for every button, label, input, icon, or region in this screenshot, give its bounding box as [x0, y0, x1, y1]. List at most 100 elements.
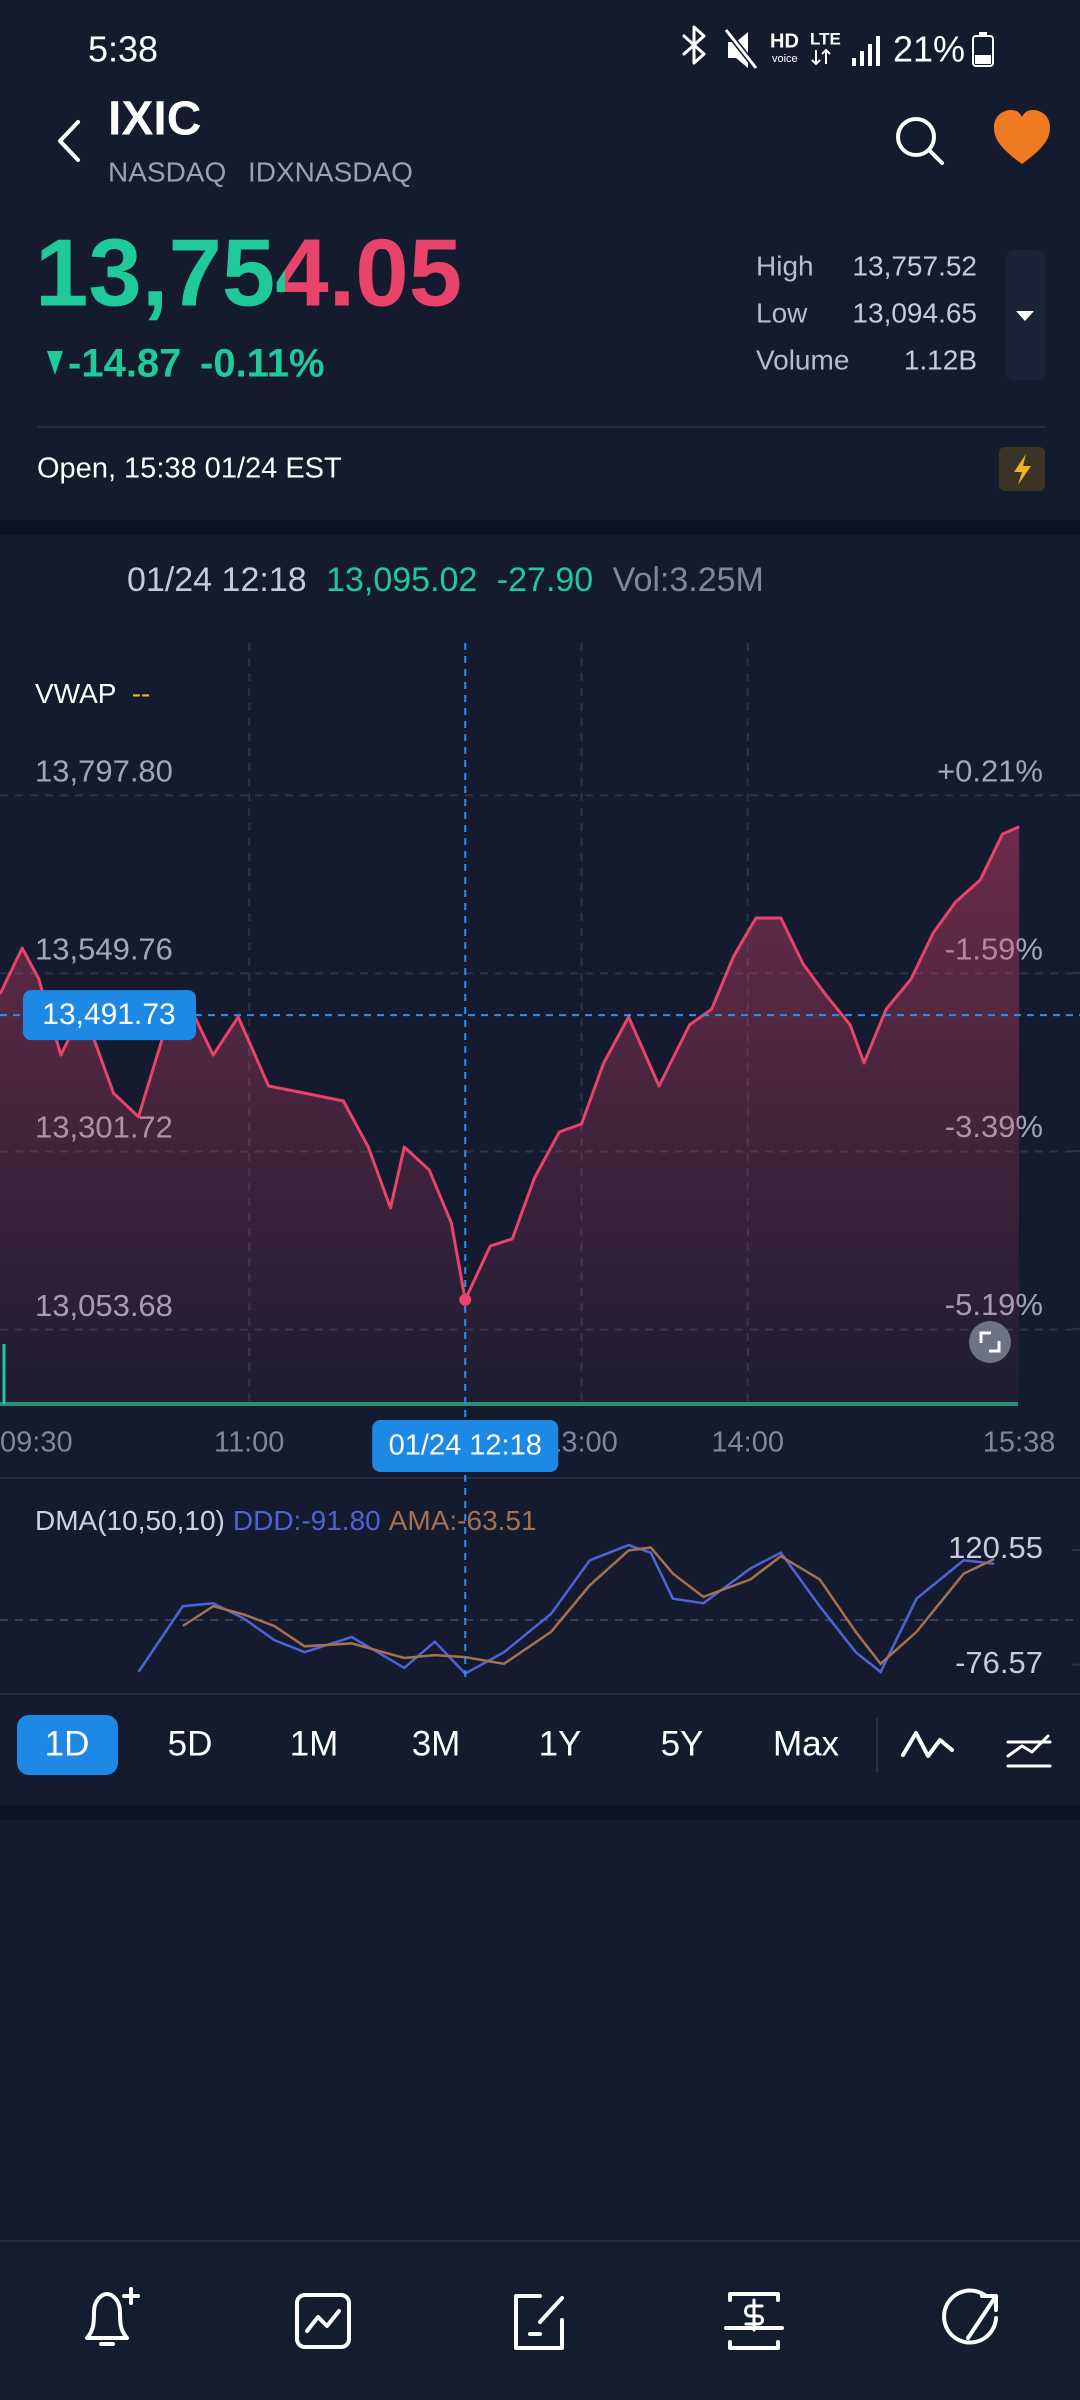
price-badge: [23, 990, 196, 1041]
y-tick-label: 13,797.80: [35, 754, 173, 789]
indicator-value: --: [132, 678, 151, 709]
plus-icon: [122, 2287, 140, 2305]
indicator-icon: [1006, 1734, 1052, 1768]
lte-label: LTE: [810, 29, 841, 48]
battery-cap: [979, 32, 987, 36]
fullscreen-icon: [979, 1331, 1001, 1353]
down-triangle: [47, 351, 63, 375]
chart-icon-line: [305, 2309, 341, 2333]
note-pen: [528, 2296, 564, 2336]
period-bar: [0, 1695, 1080, 1795]
chart-icon: [295, 2293, 351, 2349]
share-icon: [942, 2288, 998, 2345]
indicator-name: VWAP: [35, 678, 116, 709]
stat-value: 13,757.52: [852, 250, 977, 281]
crosshair-point: [459, 1293, 472, 1306]
crosshair-volume: Vol:3.25M: [613, 561, 764, 599]
battery-level: [975, 55, 991, 64]
indicator-label: VWAP --: [35, 678, 150, 709]
hd-label: HD: [770, 30, 799, 52]
period-tab[interactable]: 5D: [168, 1724, 213, 1763]
signal-bar: [868, 44, 872, 66]
y2-tick-label: +0.21%: [937, 753, 1043, 788]
alert-button[interactable]: [85, 2287, 140, 2346]
dropdown-arrow: [1016, 311, 1034, 321]
signal-bar: [860, 51, 864, 66]
period-tab[interactable]: 1Y: [539, 1724, 582, 1763]
indicator-line: [137, 1543, 995, 1676]
watchlist-heart[interactable]: [994, 110, 1050, 164]
crosshair: 13,491.73 01/24 12:18: [0, 643, 1080, 1683]
time-badge-label: 01/24 12:18: [389, 1430, 542, 1462]
search-handle: [927, 148, 944, 165]
y-tick-label: 13,549.76: [35, 932, 173, 967]
period-tab[interactable]: 5Y: [661, 1724, 704, 1763]
share-arrow: [966, 2294, 998, 2340]
stat-value: 1.12B: [904, 344, 977, 375]
crosshair-price: 13,095.02: [326, 561, 477, 599]
indicator-title: DMA(10,50,10): [35, 1505, 225, 1536]
crosshair-change: -27.90: [497, 561, 593, 599]
indicator-button[interactable]: [1006, 1734, 1052, 1768]
indicator-line: [182, 1546, 995, 1666]
y-tick-label: -76.57: [955, 1645, 1043, 1680]
change: -14.87: [68, 342, 181, 386]
status-icons: HD voice LTE 21%: [682, 25, 994, 70]
x-tick-label: 14:00: [711, 1427, 784, 1459]
lightning-icon: [1014, 454, 1031, 485]
mute-slash: [724, 29, 758, 69]
period-tab[interactable]: 1D: [45, 1724, 90, 1763]
x-tick-label: 15:38: [983, 1427, 1056, 1459]
fullscreen-button[interactable]: [969, 1321, 1011, 1363]
stat-label: Volume: [756, 344, 849, 375]
back-button[interactable]: [58, 120, 80, 162]
legend-entry: AMA:-63.51: [389, 1505, 537, 1536]
period-tab[interactable]: 1M: [290, 1724, 339, 1763]
trade-button[interactable]: [724, 2292, 784, 2350]
stat-label: High: [756, 250, 814, 281]
share-button[interactable]: [942, 2288, 998, 2345]
change-percent: -0.11%: [200, 342, 325, 386]
search-button[interactable]: [896, 117, 944, 165]
period-tab[interactable]: 3M: [412, 1724, 461, 1763]
note-button[interactable]: [514, 2294, 564, 2350]
note-icon: [514, 2294, 564, 2350]
legend-entry: DDD:-91.80: [233, 1505, 381, 1536]
battery-percent: 21%: [893, 29, 965, 70]
voice-label: voice: [772, 53, 798, 65]
dma-chart: DMA(10,50,10) DDD:-91.80 AMA:-63.51 120.55 -…: [35, 1505, 1080, 1680]
x-tick-label: 09:30: [0, 1427, 73, 1459]
section-band: [0, 1805, 1080, 1820]
period-tab[interactable]: Max: [773, 1724, 840, 1763]
signal-bar: [876, 36, 880, 66]
crosshair-time: 01/24 12:18: [127, 561, 307, 599]
indicator-legend: DMA(10,50,10) DDD:-91.80 AMA:-63.51: [35, 1505, 537, 1536]
price-badge-label: 13,491.73: [42, 998, 175, 1031]
chart-type-button[interactable]: [901, 1731, 954, 1758]
exchange: NASDAQ: [108, 156, 226, 187]
signal-bar: [852, 58, 856, 66]
price-area: [0, 826, 1020, 1404]
y-tick-label: 120.55: [948, 1530, 1043, 1565]
dollar-icon: [744, 2298, 764, 2332]
stat-value: 13,094.65: [852, 297, 977, 328]
period-tabs: 1D 5D 1M 3M 1Y 5Y Max: [45, 1724, 840, 1763]
chart-button[interactable]: [295, 2293, 351, 2349]
crosshair-info: 01/24 12:18 13,095.02 -27.90 Vol:3.25M: [127, 561, 764, 599]
symbol: IXIC: [108, 93, 201, 146]
x-tick-label: 11:00: [214, 1427, 284, 1459]
section-band: [0, 520, 1080, 535]
data-arrows: [811, 48, 831, 66]
stat-label: Low: [756, 297, 808, 328]
search-icon: [896, 117, 936, 157]
active-period-pill: [17, 1715, 118, 1775]
bluetooth-icon: [682, 25, 706, 65]
time-badge: [372, 1420, 559, 1472]
bell-icon: [85, 2292, 129, 2346]
status-time: 5:38: [88, 29, 158, 70]
price: 13,754.05: [35, 219, 462, 326]
